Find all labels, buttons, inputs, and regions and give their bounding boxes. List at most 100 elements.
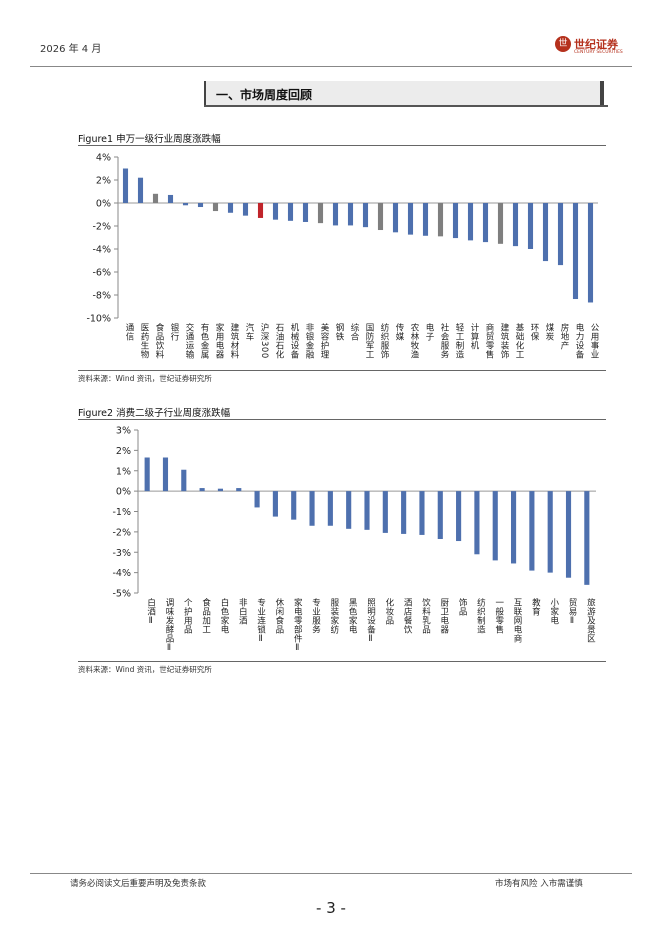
- figure2-category-label: 化妆品: [384, 597, 394, 625]
- figure1-y-tick-label: 4%: [96, 153, 111, 164]
- company-logo: 世 世纪证券 CENTURY SECURITIES: [555, 36, 635, 60]
- figure1-category-label: 建筑材料: [229, 322, 239, 359]
- figure2-category-label: 黑色家电: [347, 598, 357, 634]
- figure1-bar: [422, 203, 429, 236]
- figure2-bar: [565, 491, 572, 578]
- figure1-category-label: 传媒: [394, 322, 404, 341]
- figure2-category-label: 互联网电商: [512, 598, 522, 643]
- figure1-category-label: 农林牧渔: [409, 322, 419, 359]
- figure1-bar: [362, 203, 369, 228]
- figure1-category-label: 综合: [349, 322, 359, 341]
- figure1-top-rule: [78, 145, 606, 146]
- figure2-bar: [437, 491, 443, 540]
- figure2-bar: [401, 491, 407, 534]
- figure1-category-label: 煤炭: [544, 322, 554, 341]
- figure2-bar: [162, 457, 169, 492]
- figure1-bar: [332, 203, 339, 226]
- figure1-bar: [377, 203, 384, 231]
- figure1-bar: [317, 203, 324, 224]
- figure2-category-label: 个护用品: [182, 598, 192, 634]
- figure1-category-label: 非银金融: [304, 322, 314, 359]
- figure2-bar: [309, 491, 315, 526]
- section-heading-bar: [204, 81, 206, 105]
- figure1-bar: [302, 203, 309, 222]
- figure1-category-label: 银行: [169, 322, 179, 341]
- figure2-category-label: 白色家电: [219, 597, 229, 634]
- figure1-bar: [347, 203, 354, 226]
- figure1-bar: [137, 177, 144, 203]
- figure2-bottom-rule: [78, 661, 606, 662]
- figure2-chart: 3% 2% 1% 0% -1% -2% -3% -4% -5% 白酒Ⅱ 调味发酵品Ⅱ 个护用品 食品加工…: [113, 426, 596, 654]
- figure1-bar: [257, 203, 264, 218]
- figure1-category-label: 环保: [529, 323, 539, 341]
- figure2-bar: [529, 491, 535, 571]
- figure1-y-tick-label: 2%: [96, 176, 111, 187]
- figure2-title: Figure2 消费二级子行业周度涨跌幅: [78, 408, 231, 419]
- figure2-bar: [144, 457, 150, 492]
- figure1-category-label: 建筑装饰: [499, 322, 509, 359]
- figure2-bar: [236, 488, 242, 492]
- figure1-bar: [512, 203, 519, 247]
- page-number: - 3 -: [316, 899, 346, 917]
- figure1-category-label: 电子: [424, 322, 434, 341]
- figure2-category-label: 饰品: [457, 597, 467, 616]
- figure2-y-tick-label: -5%: [113, 589, 132, 600]
- figure2-bar: [419, 491, 425, 535]
- figure1-bottom-rule: [78, 370, 606, 371]
- figure2-category-label: 贸易Ⅱ: [567, 597, 577, 626]
- figure1-bar: [242, 203, 249, 216]
- figure2-category-label: 服装家纺: [329, 598, 339, 634]
- figure1-bar: [527, 203, 534, 249]
- figure1-y-tick-label: -10%: [86, 314, 111, 325]
- figure2-bar: [547, 491, 553, 573]
- figure1-category-label: 石油石化: [274, 323, 284, 359]
- figure1-bar: [272, 203, 279, 220]
- figure2-bar: [199, 488, 205, 492]
- figure2-category-label: 旅游及景区: [585, 597, 595, 643]
- figure2-category-label: 纺织制造: [475, 597, 485, 634]
- figure1-source: 资料来源：Wind 资讯，世纪证券研究所: [78, 374, 212, 383]
- figure2-bar: [327, 491, 333, 526]
- footer-risk-notice: 市场有风险 入市需谨慎: [495, 879, 583, 889]
- figure1-category-label: 钢铁: [334, 322, 344, 341]
- figure2-category-label: 照明设备Ⅱ: [366, 598, 376, 645]
- figure1-bar: [467, 203, 474, 241]
- logo-mark-icon: 世: [555, 36, 571, 52]
- figure2-y-tick-label: 1%: [116, 466, 131, 477]
- figure2-bar: [584, 491, 590, 585]
- footer-divider: [30, 873, 632, 874]
- figure1-bar: [482, 203, 489, 243]
- figure2-category-label: 调味发酵品Ⅱ: [164, 598, 174, 654]
- figure1-bar: [167, 194, 174, 203]
- figure1-bar: [152, 193, 159, 203]
- figure1-category-label: 有色金属: [199, 322, 209, 359]
- figure1-category-label: 家用电器: [214, 322, 224, 359]
- figure2-category-label: 家电零部件Ⅱ: [292, 597, 302, 653]
- figure1-category-label: 医药生物: [139, 323, 149, 359]
- figure2-category-label: 专业服务: [311, 597, 321, 634]
- figure2-bar: [382, 491, 388, 533]
- figure2-category-label: 白酒Ⅱ: [146, 597, 156, 626]
- figure1-category-label: 食品饮料: [154, 322, 164, 359]
- figure2-category-label: 非白酒: [237, 597, 247, 625]
- figure2-y-tick-label: 3%: [116, 426, 131, 437]
- figure1-category-label: 基础化工: [514, 322, 524, 359]
- figure2-y-tick-label: -4%: [113, 568, 132, 579]
- figure2-category-label: 休闲食品: [274, 597, 284, 634]
- footer-disclaimer: 请务必阅读文后重要声明及免责条款: [70, 879, 207, 889]
- figure1-bar: [587, 203, 594, 303]
- figure2-bar: [510, 491, 517, 564]
- logo-name: 世纪证券: [574, 38, 618, 51]
- report-date: 2026 年 4 月: [40, 44, 102, 55]
- figure1-category-label: 机械设备: [289, 322, 299, 359]
- figure1-y-tick-label: -4%: [93, 245, 112, 256]
- figure1-bar: [392, 203, 399, 233]
- figure1-category-label: 交通运输: [184, 322, 194, 359]
- figure1-bar: [182, 203, 189, 206]
- figure2-source: 资料来源：Wind 资讯，世纪证券研究所: [78, 665, 212, 674]
- figure1-bar: [212, 203, 219, 212]
- figure1-bar: [452, 203, 459, 239]
- figure1-category-label: 通信: [124, 322, 134, 341]
- figure2-bar: [364, 491, 370, 530]
- figure1-bar: [287, 203, 294, 221]
